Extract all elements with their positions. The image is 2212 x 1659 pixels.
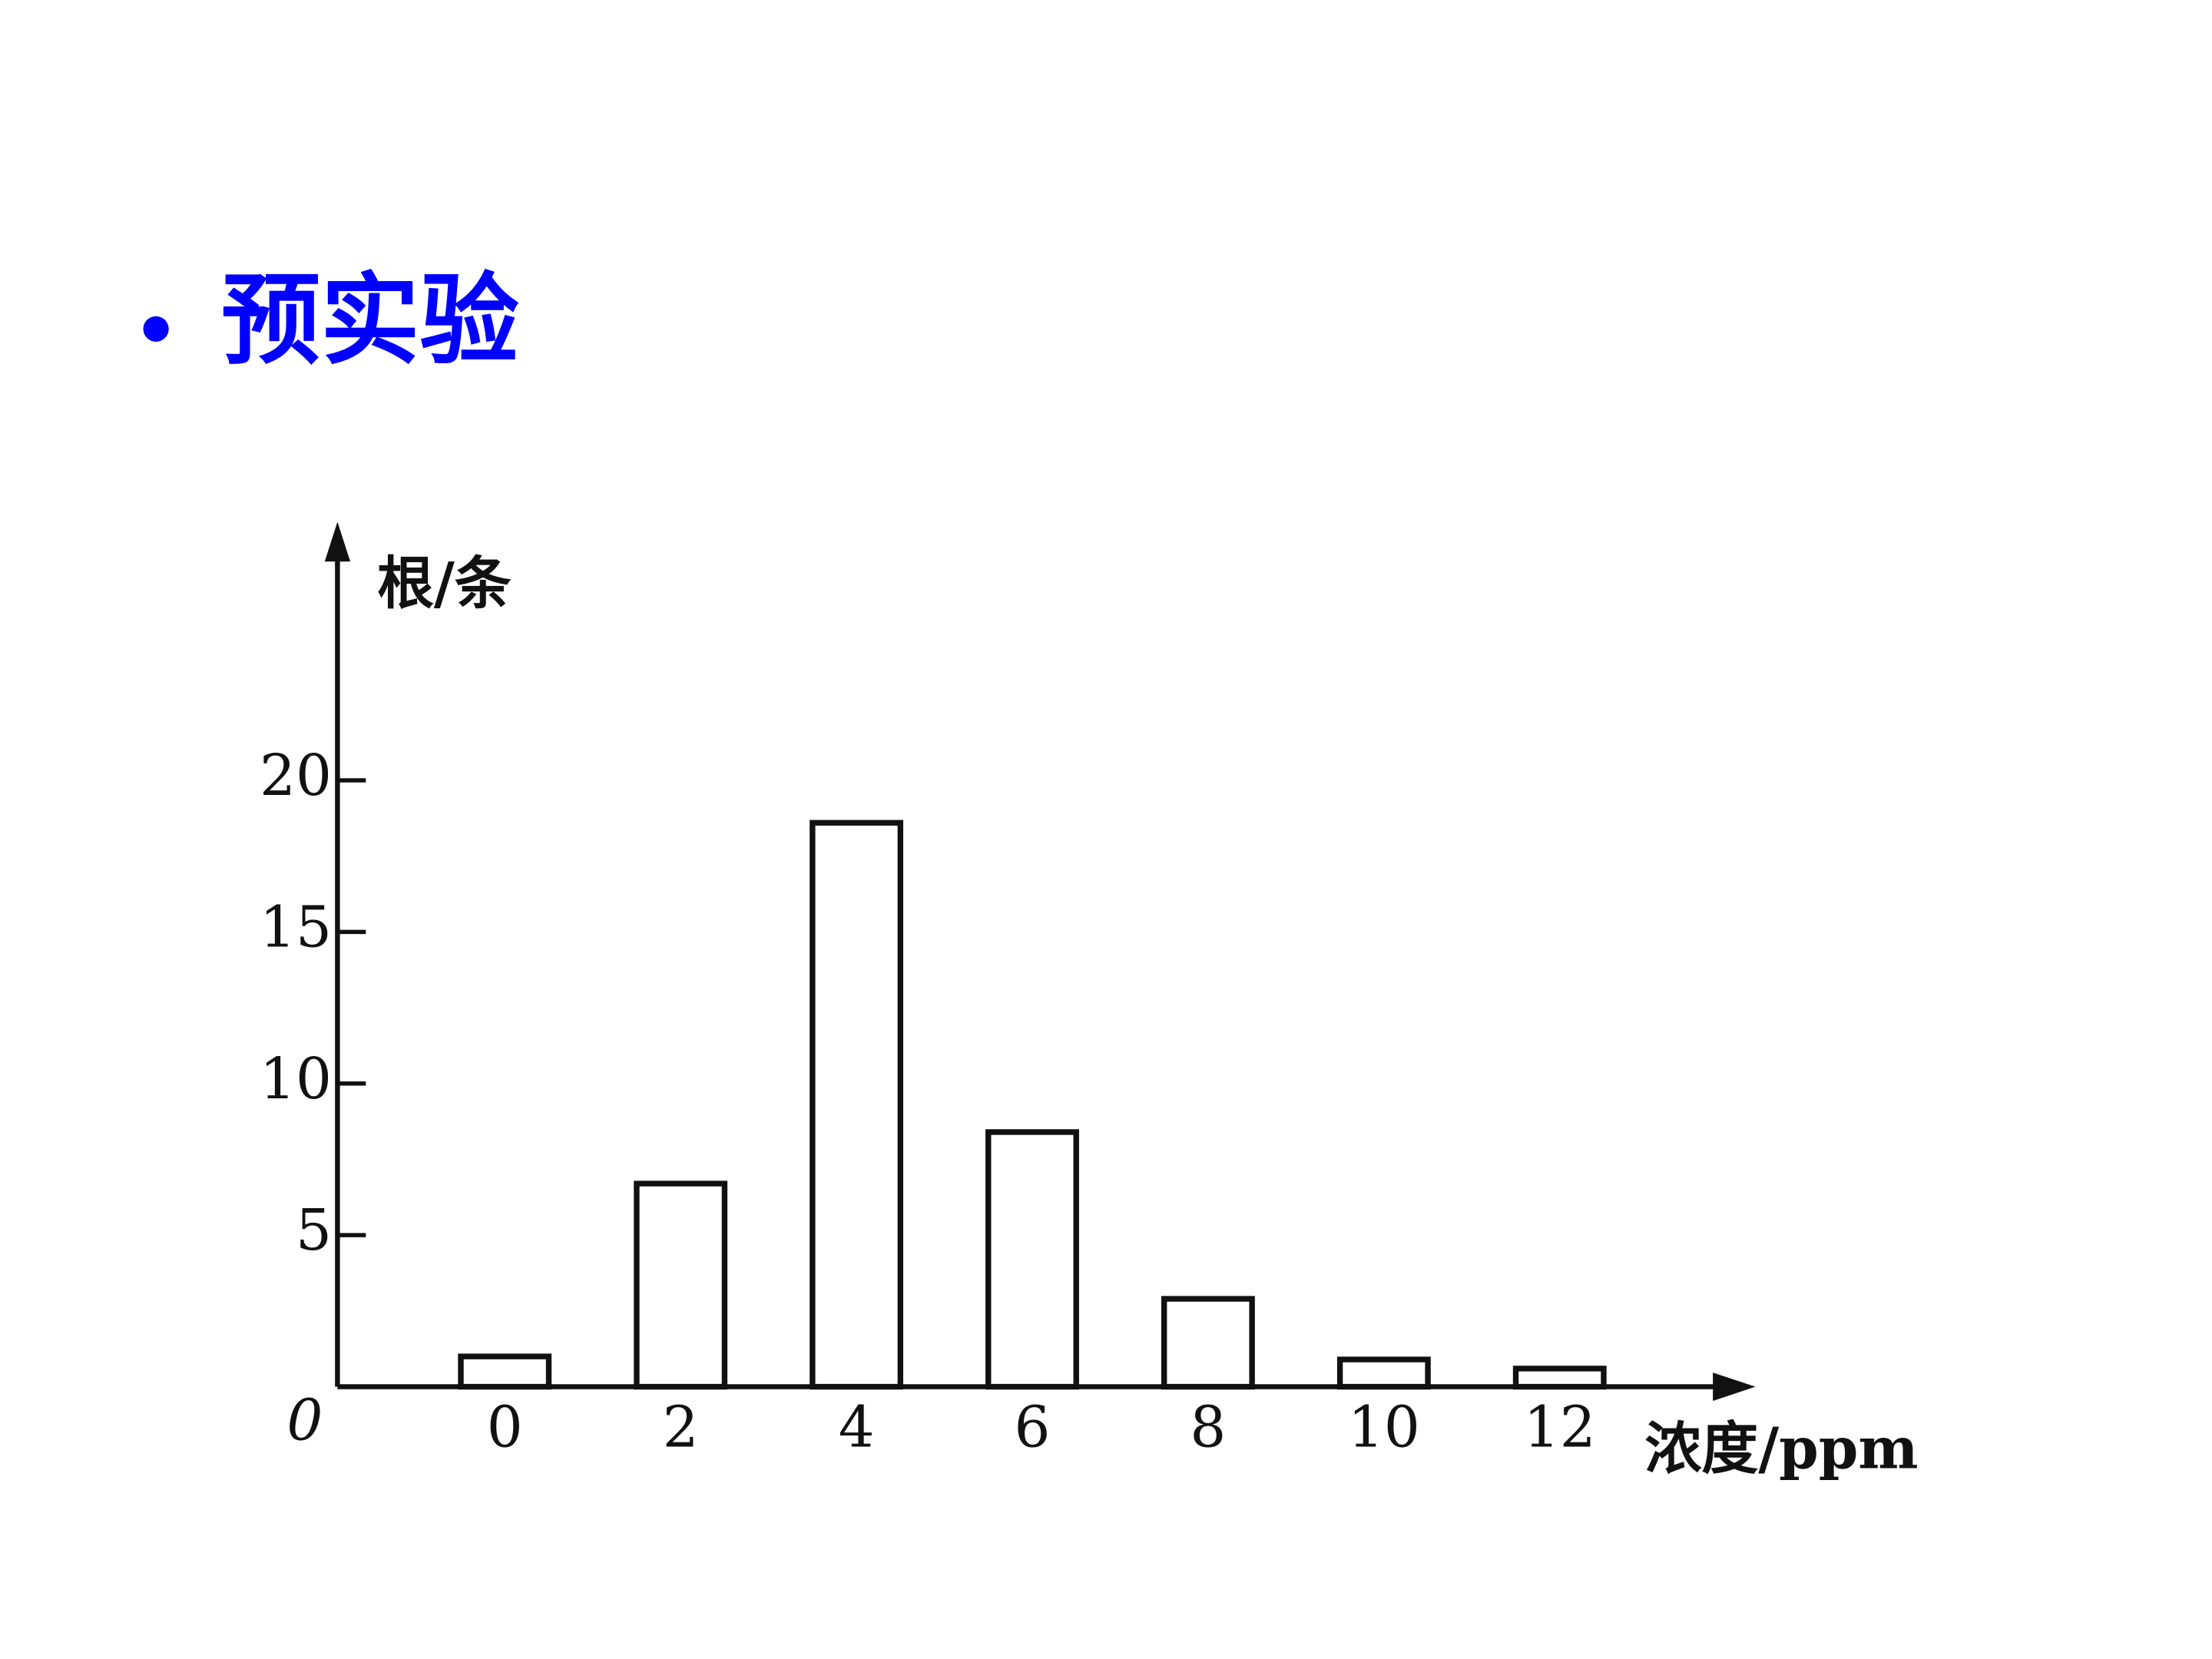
bar: [634, 1181, 728, 1390]
bullet: [143, 316, 169, 342]
y-axis-arrow: [324, 522, 350, 562]
bar: [1161, 1296, 1255, 1390]
bar: [458, 1353, 552, 1390]
x-tick-label: 8: [1190, 1395, 1226, 1461]
bar: [985, 1129, 1079, 1390]
bar: [810, 820, 903, 1390]
x-axis-label: 浓度/ppm: [1645, 1416, 1919, 1482]
x-axis-arrow: [1713, 1373, 1756, 1401]
x-tick-label: 10: [1348, 1395, 1420, 1461]
origin-label: 0: [286, 1387, 323, 1453]
chart: 根/条 浓度/ppm 0 5 10 15 20 0 2 4 6 8 10 12: [260, 522, 1919, 1482]
y-tick-label: 5: [296, 1197, 332, 1263]
bar: [1512, 1366, 1607, 1390]
x-tick-label: 6: [1015, 1395, 1051, 1461]
x-tick-label: 2: [663, 1395, 699, 1461]
y-axis-label: 根/条: [377, 551, 512, 617]
x-tick-label: 4: [839, 1395, 875, 1461]
y-tick-label: 20: [260, 743, 332, 809]
x-tick-label: 12: [1524, 1395, 1596, 1461]
bar: [1336, 1356, 1431, 1390]
slide-title: 预实验: [221, 263, 519, 379]
x-tick-label: 0: [487, 1395, 523, 1461]
y-tick-label: 15: [260, 894, 332, 960]
y-tick-label: 10: [260, 1046, 332, 1112]
